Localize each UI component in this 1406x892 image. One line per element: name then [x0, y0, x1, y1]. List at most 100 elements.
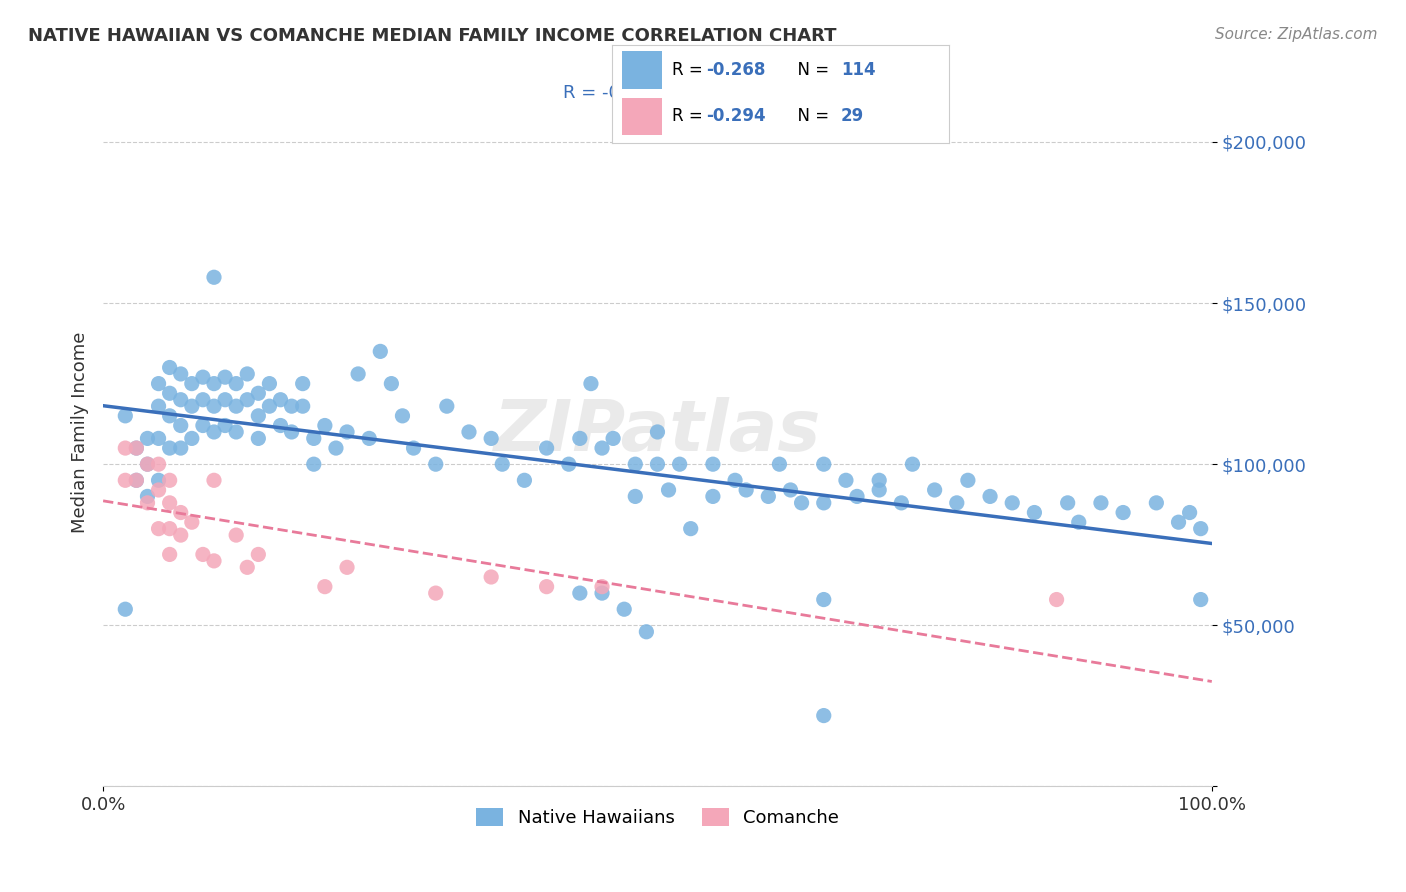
Bar: [621, 52, 662, 89]
Point: [613, 602, 636, 616]
Point: [148, 457, 170, 471]
Text: -0.294: -0.294: [706, 107, 766, 125]
Point: [259, 399, 281, 413]
Point: [868, 483, 890, 497]
Point: [890, 496, 912, 510]
Point: [159, 548, 181, 562]
Point: [180, 431, 202, 445]
Point: [191, 392, 214, 407]
Point: [1045, 592, 1067, 607]
Point: [336, 425, 359, 439]
Point: [813, 496, 835, 510]
Point: [735, 483, 758, 497]
Point: [679, 522, 702, 536]
Point: [136, 490, 159, 504]
Point: [159, 360, 181, 375]
Text: -0.268: -0.268: [706, 62, 765, 79]
Point: [125, 441, 148, 455]
Point: [591, 580, 613, 594]
Point: [270, 392, 292, 407]
Point: [1056, 496, 1078, 510]
Point: [425, 457, 447, 471]
Point: [170, 506, 193, 520]
Point: [136, 431, 159, 445]
Point: [148, 399, 170, 413]
Point: [202, 270, 225, 285]
Point: [1067, 515, 1090, 529]
Point: [236, 392, 259, 407]
Point: [636, 624, 658, 639]
Point: [568, 586, 591, 600]
Point: [558, 457, 581, 471]
Point: [125, 473, 148, 487]
Point: [924, 483, 946, 497]
Point: [136, 496, 159, 510]
Point: [180, 515, 202, 529]
Point: [536, 441, 558, 455]
Point: [170, 367, 193, 381]
Point: [225, 425, 247, 439]
Point: [536, 580, 558, 594]
Point: [302, 457, 325, 471]
Point: [214, 370, 236, 384]
Point: [479, 570, 502, 584]
Point: [1001, 496, 1024, 510]
Point: [247, 409, 270, 423]
Point: [114, 409, 136, 423]
Point: [668, 457, 690, 471]
Point: [247, 431, 270, 445]
Point: [202, 376, 225, 391]
Point: [259, 376, 281, 391]
Text: 114: 114: [841, 62, 876, 79]
Point: [314, 418, 336, 433]
Point: [391, 409, 413, 423]
Point: [846, 490, 869, 504]
Point: [159, 473, 181, 487]
Point: [159, 409, 181, 423]
Point: [591, 441, 613, 455]
Point: [270, 418, 292, 433]
Point: [202, 473, 225, 487]
Point: [202, 399, 225, 413]
Point: [647, 457, 669, 471]
Bar: [621, 97, 662, 135]
Point: [901, 457, 924, 471]
Point: [513, 473, 536, 487]
Point: [436, 399, 458, 413]
Point: [813, 592, 835, 607]
Point: [170, 528, 193, 542]
Point: [302, 431, 325, 445]
Text: R = -0.268   N = 114: R = -0.268 N = 114: [564, 85, 752, 103]
Point: [136, 457, 159, 471]
Y-axis label: Median Family Income: Median Family Income: [72, 331, 89, 533]
Point: [647, 425, 669, 439]
Point: [756, 490, 779, 504]
Point: [1112, 506, 1135, 520]
Point: [114, 441, 136, 455]
Point: [148, 522, 170, 536]
Point: [236, 367, 259, 381]
Legend: Native Hawaiians, Comanche: Native Hawaiians, Comanche: [468, 800, 846, 834]
Point: [214, 418, 236, 433]
Point: [956, 473, 979, 487]
Point: [1167, 515, 1189, 529]
Text: ZIPatlas: ZIPatlas: [494, 398, 821, 467]
Point: [170, 392, 193, 407]
Point: [591, 586, 613, 600]
Point: [768, 457, 790, 471]
Point: [1178, 506, 1201, 520]
Point: [779, 483, 801, 497]
Point: [114, 473, 136, 487]
Text: NATIVE HAWAIIAN VS COMANCHE MEDIAN FAMILY INCOME CORRELATION CHART: NATIVE HAWAIIAN VS COMANCHE MEDIAN FAMIL…: [28, 27, 837, 45]
Point: [280, 425, 302, 439]
Point: [180, 376, 202, 391]
Point: [568, 431, 591, 445]
Point: [1189, 592, 1212, 607]
Point: [380, 376, 402, 391]
Point: [202, 554, 225, 568]
Point: [225, 376, 247, 391]
Point: [702, 457, 724, 471]
Point: [1024, 506, 1046, 520]
Point: [458, 425, 481, 439]
Point: [125, 441, 148, 455]
